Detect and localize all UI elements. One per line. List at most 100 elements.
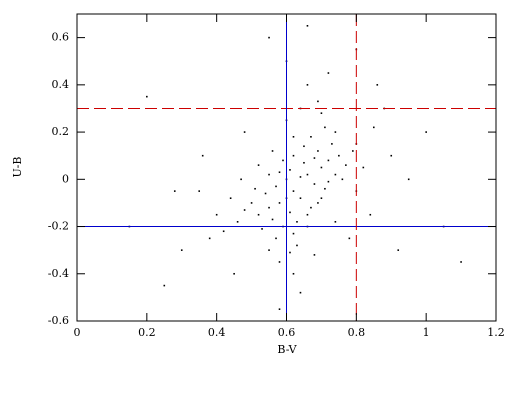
- x-tick-label: 1.2: [487, 326, 505, 339]
- point: [313, 183, 316, 185]
- point: [268, 249, 270, 251]
- y-tick-label: -0.6: [48, 314, 69, 327]
- point: [271, 218, 274, 221]
- point: [306, 213, 309, 216]
- point: [289, 169, 291, 171]
- point: [327, 159, 330, 162]
- point: [324, 126, 326, 129]
- y-axis-label: U-B: [11, 157, 24, 178]
- point: [222, 230, 225, 233]
- point: [331, 143, 333, 145]
- point: [345, 164, 347, 166]
- x-tick-label: 0.4: [208, 326, 226, 339]
- point: [261, 228, 263, 230]
- x-axis-label: B-V: [277, 343, 297, 356]
- point: [236, 221, 239, 223]
- point: [268, 173, 270, 176]
- point: [372, 126, 375, 129]
- point: [425, 131, 427, 133]
- point: [338, 154, 340, 157]
- point: [334, 221, 337, 223]
- point: [275, 185, 277, 188]
- point: [317, 202, 319, 204]
- point: [352, 150, 354, 152]
- point: [310, 206, 312, 209]
- point: [362, 166, 365, 169]
- point: [327, 72, 330, 74]
- point: [313, 157, 316, 159]
- point: [341, 178, 344, 181]
- point: [173, 190, 176, 192]
- point: [278, 202, 281, 204]
- point: [348, 237, 351, 240]
- point: [334, 131, 337, 133]
- point: [292, 232, 295, 235]
- point: [278, 308, 281, 310]
- point: [303, 161, 305, 164]
- point: [275, 237, 277, 240]
- point: [208, 237, 211, 240]
- x-tick-label: 0: [74, 326, 81, 339]
- point: [240, 178, 242, 181]
- point: [310, 136, 312, 138]
- point: [334, 173, 337, 176]
- x-tick-label: 0.6: [278, 326, 296, 339]
- point: [327, 180, 330, 183]
- point: [376, 84, 379, 86]
- point: [369, 213, 372, 216]
- point: [292, 190, 295, 192]
- point: [320, 112, 323, 114]
- point: [233, 272, 235, 275]
- y-tick-label: 0.4: [52, 78, 70, 91]
- point: [306, 84, 309, 86]
- point: [303, 145, 305, 148]
- y-tick-label: 0: [62, 172, 69, 185]
- point: [299, 176, 302, 178]
- y-tick-label: 0.6: [52, 31, 70, 44]
- point: [257, 213, 260, 216]
- point: [320, 197, 323, 199]
- point: [282, 159, 284, 162]
- point: [264, 192, 267, 195]
- point: [313, 254, 316, 256]
- point: [407, 178, 410, 181]
- point: [268, 36, 270, 39]
- point: [243, 131, 246, 133]
- point: [299, 291, 302, 294]
- point: [320, 166, 323, 169]
- point: [198, 190, 201, 192]
- point: [215, 213, 218, 216]
- point: [292, 272, 295, 275]
- point: [250, 202, 253, 204]
- point: [278, 171, 281, 174]
- point: [397, 249, 400, 251]
- point: [296, 221, 298, 223]
- point: [317, 150, 319, 152]
- point: [296, 244, 298, 247]
- point: [306, 173, 309, 176]
- point: [317, 100, 319, 103]
- point: [268, 206, 270, 209]
- point: [390, 154, 393, 157]
- point: [271, 150, 274, 152]
- y-tick-label: -0.4: [48, 267, 69, 280]
- point: [289, 251, 291, 254]
- y-tick-label: -0.2: [48, 220, 69, 233]
- point: [292, 136, 295, 138]
- point: [292, 154, 295, 157]
- point: [299, 197, 302, 199]
- x-tick-label: 1: [423, 326, 430, 339]
- x-tick-label: 0.8: [348, 326, 366, 339]
- point: [254, 187, 256, 190]
- point: [201, 154, 204, 157]
- point: [306, 25, 309, 27]
- x-tick-label: 0.2: [138, 326, 156, 339]
- point: [257, 164, 260, 166]
- point: [243, 209, 246, 211]
- point: [146, 95, 148, 98]
- point: [180, 249, 183, 251]
- y-tick-label: 0.2: [52, 125, 70, 138]
- point: [460, 261, 462, 263]
- point: [163, 284, 166, 287]
